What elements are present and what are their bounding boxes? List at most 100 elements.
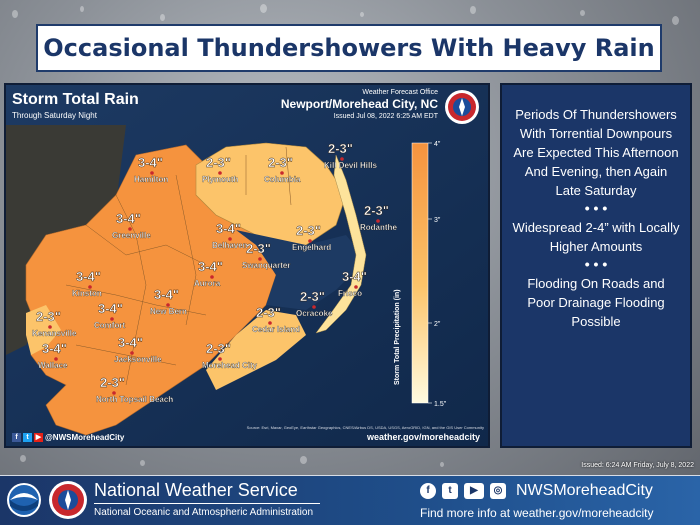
more-info-link[interactable]: Find more info at weather.gov/moreheadci… bbox=[420, 506, 654, 520]
twitter-icon[interactable]: t bbox=[442, 483, 458, 499]
city-rain-amount: 3-4" bbox=[116, 211, 141, 226]
city-marker bbox=[110, 317, 114, 321]
outer-banks bbox=[315, 154, 367, 334]
city-rain-amount: 2-3" bbox=[300, 289, 325, 304]
summary-line-2: Widespread 2-4” with Locally Higher Amou… bbox=[512, 220, 680, 254]
city-name: Ocracoke bbox=[296, 309, 333, 318]
map-social-handle[interactable]: f t ▶ @NWSMoreheadCity bbox=[12, 433, 124, 442]
city-rain-amount: 2-3" bbox=[206, 341, 231, 356]
office-label: Weather Forecast Office bbox=[362, 89, 438, 96]
city-name: Rodanthe bbox=[360, 223, 397, 232]
city-rain-amount: 3-4" bbox=[76, 269, 101, 284]
separator-dots: • • • bbox=[584, 200, 608, 216]
city-name: Aurora bbox=[194, 279, 221, 288]
city-rain-amount: 2-3" bbox=[256, 305, 281, 320]
city-name: Frisco bbox=[338, 289, 362, 298]
city-name: Jacksonville bbox=[114, 355, 162, 364]
forecast-summary-panel: Periods Of Thundershowers With Torrentia… bbox=[500, 83, 692, 448]
city-rain-amount: 3-4" bbox=[138, 155, 163, 170]
city-rain-amount: 3-4" bbox=[98, 301, 123, 316]
colorbar bbox=[411, 142, 429, 404]
instagram-icon[interactable]: ◎ bbox=[490, 483, 506, 499]
city-marker bbox=[128, 227, 132, 231]
summary-line-1: Periods Of Thundershowers With Torrentia… bbox=[513, 107, 679, 198]
noaa-logo-icon bbox=[7, 483, 41, 517]
social-links: f t ▶ ◎ NWSMoreheadCity bbox=[420, 482, 653, 500]
city-marker bbox=[88, 285, 92, 289]
facebook-icon[interactable]: f bbox=[420, 483, 436, 499]
city-rain-amount: 2-3" bbox=[36, 309, 61, 324]
city-name: Cedar Island bbox=[252, 325, 300, 334]
city-rain-amount: 3-4" bbox=[42, 341, 67, 356]
twitter-icon: t bbox=[23, 433, 32, 442]
city-marker bbox=[218, 171, 222, 175]
city-marker bbox=[376, 219, 380, 223]
nws-logo-icon bbox=[49, 481, 87, 519]
nws-badge-icon bbox=[445, 90, 479, 124]
separator-dots: • • • bbox=[584, 256, 608, 272]
city-name: Kenansville bbox=[32, 329, 77, 338]
city-marker bbox=[340, 157, 344, 161]
colorbar-tick: 2" bbox=[434, 321, 441, 328]
map-title: Storm Total Rain bbox=[12, 91, 139, 108]
city-marker bbox=[130, 351, 134, 355]
region-moderate-rain bbox=[195, 142, 347, 261]
city-rain-amount: 2-3" bbox=[328, 141, 353, 156]
city-rain-amount: 2-3" bbox=[246, 241, 271, 256]
city-name: Wallace bbox=[38, 361, 68, 370]
city-name: Morehead City bbox=[202, 361, 258, 370]
colorbar-tick: 1.5" bbox=[434, 401, 447, 408]
city-name: Columbia bbox=[264, 175, 301, 184]
map-credit: Source: Esri, Maxar, GeoEye, Earthstar G… bbox=[246, 425, 484, 430]
city-name: Kill Devil Hills bbox=[324, 161, 377, 170]
city-marker bbox=[112, 391, 116, 395]
city-marker bbox=[218, 357, 222, 361]
headline-banner: Occasional Thundershowers With Heavy Rai… bbox=[36, 24, 662, 72]
city-rain-amount: 3-4" bbox=[216, 221, 241, 236]
city-name: North Topsail Beach bbox=[96, 395, 173, 404]
org-name: National Weather Service bbox=[94, 480, 298, 500]
city-rain-amount: 2-3" bbox=[100, 375, 125, 390]
city-labels: 3-4" Hamilton 2-3" Plymouth 2-3" Columbia 2-3"… bbox=[32, 141, 398, 404]
city-marker bbox=[150, 171, 154, 175]
social-handle[interactable]: NWSMoreheadCity bbox=[516, 482, 653, 499]
colorbar-title: Storm Total Precipitation (in) bbox=[394, 289, 401, 385]
city-marker bbox=[354, 285, 358, 289]
issued-note: Issued: 6:24 AM Friday, July 8, 2022 bbox=[581, 462, 694, 469]
region-moderate-rain-south bbox=[206, 310, 306, 390]
city-rain-amount: 2-3" bbox=[206, 155, 231, 170]
city-marker bbox=[280, 171, 284, 175]
colorbar-tick: 4" bbox=[434, 141, 441, 148]
org-divider bbox=[94, 503, 320, 504]
nws-footer-bar: National Weather Service National Oceani… bbox=[0, 475, 700, 525]
city-name: Hamilton bbox=[134, 175, 168, 184]
city-name: Plymouth bbox=[202, 175, 239, 184]
colorbar-tick: 3" bbox=[434, 217, 441, 224]
city-marker bbox=[210, 275, 214, 279]
region-moderate-rain-southwest bbox=[26, 305, 61, 355]
facebook-icon: f bbox=[12, 433, 21, 442]
city-rain-amount: 2-3" bbox=[364, 203, 389, 218]
city-marker bbox=[48, 325, 52, 329]
office-city: Newport/Morehead City, NC bbox=[280, 97, 438, 111]
city-marker bbox=[312, 305, 316, 309]
org-subtitle: National Oceanic and Atmospheric Adminis… bbox=[94, 507, 314, 518]
city-name: Comfort bbox=[94, 321, 125, 330]
city-marker bbox=[268, 321, 272, 325]
region-heavy-rain bbox=[25, 144, 277, 436]
city-rain-amount: 3-4" bbox=[342, 269, 367, 284]
city-rain-amount: 3-4" bbox=[154, 287, 179, 302]
city-rain-amount: 2-3" bbox=[296, 223, 321, 238]
city-name: Swanquarter bbox=[242, 261, 290, 270]
city-marker bbox=[166, 303, 170, 307]
city-rain-amount: 3-4" bbox=[118, 335, 143, 350]
map-handle-text: @NWSMoreheadCity bbox=[45, 433, 125, 442]
city-name: Kinston bbox=[72, 289, 102, 298]
map-website-link[interactable]: weather.gov/moreheadcity bbox=[366, 432, 480, 442]
city-rain-amount: 3-4" bbox=[198, 259, 223, 274]
rainfall-map: 4" 3" 2" 1.5" 3-4" Hamilton 2-3" Plymouth 2-… bbox=[6, 85, 488, 446]
youtube-icon[interactable]: ▶ bbox=[464, 483, 484, 499]
sound-water bbox=[236, 230, 366, 310]
city-marker bbox=[258, 257, 262, 261]
city-name: Greenville bbox=[112, 231, 151, 240]
